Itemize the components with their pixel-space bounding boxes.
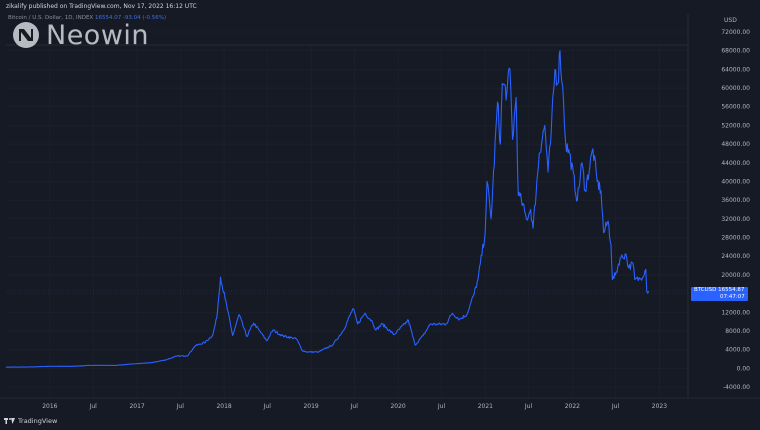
y-tick-label: 68000.00	[721, 48, 750, 55]
y-tick-label: 32000.00	[721, 216, 750, 223]
x-tick-label: 2019	[303, 403, 318, 410]
time-axis-labels: 2016 Jul 2017 Jul 2018 Jul 2019 Jul 2020 Jul 2021 J…	[42, 403, 667, 410]
x-tick-label: Jul	[176, 403, 185, 410]
y-tick-label: 20000.00	[721, 272, 750, 279]
tag-symbol: BTCUSD	[694, 287, 717, 293]
y-tick-label: 24000.00	[721, 253, 750, 260]
neowin-logo-icon	[13, 22, 39, 48]
x-tick-label: Jul	[263, 403, 272, 410]
y-tick-label: 60000.00	[721, 85, 750, 92]
y-tick-label: 0.00	[737, 365, 751, 372]
symbol-info: Bitcoin / U.S. Dollar, 1D, INDEX 16554.0…	[8, 15, 166, 21]
x-tick-label: Jul	[524, 403, 533, 410]
y-tick-label: 44000.00	[721, 160, 750, 167]
y-tick-label: 12000.00	[721, 309, 750, 316]
x-tick-label: Jul	[350, 403, 359, 410]
currency-label: USD	[724, 17, 737, 24]
y-tick-label: 56000.00	[721, 104, 750, 111]
publish-info: zikalify published on TradingView.com, N…	[6, 3, 197, 10]
y-tick-label: 4000.00	[725, 347, 750, 354]
tag-price: 16554.87	[718, 287, 745, 293]
x-tick-label: 2018	[216, 403, 231, 410]
x-tick-label: Jul	[89, 403, 98, 410]
x-tick-label: 2023	[652, 403, 667, 410]
last-price-tag: BTCUSD 16554.87 07:47:07	[691, 287, 748, 301]
tag-time: 07:47:07	[720, 294, 745, 300]
chart-grid	[6, 31, 688, 398]
price-axis-labels: -4000.00 0.00 4000.00 8000.00 12000.00 20000.…	[721, 29, 750, 391]
watermark-text: Neowin	[46, 19, 150, 51]
y-tick-label: 28000.00	[721, 235, 750, 242]
symbol-price-change: 16554.07 -93.04 (-0.56%)	[94, 15, 167, 21]
tradingview-footer[interactable]: TradingView	[4, 414, 57, 428]
tradingview-logo-icon	[4, 417, 15, 424]
x-tick-label: Jul	[437, 403, 446, 410]
y-tick-label: 52000.00	[721, 122, 750, 129]
x-tick-label: 2022	[565, 403, 580, 410]
y-tick-label: 48000.00	[721, 141, 750, 148]
footer-brand: TradingView	[18, 417, 58, 425]
btc-price-line	[5, 50, 650, 368]
y-tick-label: 64000.00	[721, 66, 750, 73]
x-tick-label: 2020	[390, 403, 405, 410]
x-tick-label: 2017	[129, 403, 144, 410]
y-tick-label: 72000.00	[721, 29, 750, 36]
y-tick-label: 40000.00	[721, 178, 750, 185]
y-tick-label: 8000.00	[725, 328, 750, 335]
x-tick-label: Jul	[611, 403, 620, 410]
y-tick-label: -4000.00	[723, 384, 750, 391]
y-tick-label: 36000.00	[721, 197, 750, 204]
x-tick-label: 2016	[42, 403, 57, 410]
symbol-name: Bitcoin / U.S. Dollar, 1D, INDEX	[8, 15, 94, 21]
neowin-watermark: Neowin	[12, 18, 149, 52]
x-tick-label: 2021	[478, 403, 493, 410]
